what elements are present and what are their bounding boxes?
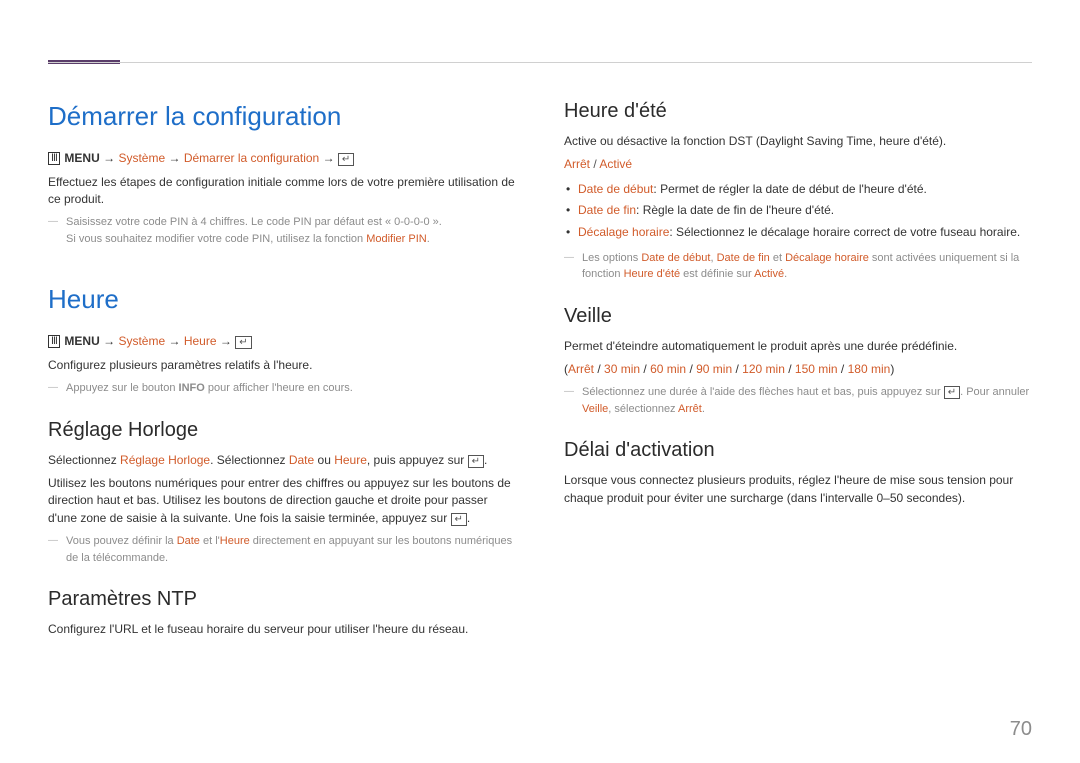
menu-icon: Ⅲ (48, 335, 60, 348)
enter-icon: ↵ (944, 386, 960, 399)
enter-icon: ↵ (338, 153, 354, 166)
footnote: Vous pouvez définir la Date et l'Heure d… (48, 533, 516, 566)
paragraph: Utilisez les boutons numériques pour ent… (48, 475, 516, 527)
footnote: Saisissez votre code PIN à 4 chiffres. L… (48, 214, 516, 247)
enter-icon: ↵ (235, 336, 251, 349)
list-item: Date de début: Permet de régler la date … (578, 180, 1032, 199)
paragraph: Configurez plusieurs paramètres relatifs… (48, 357, 516, 374)
breadcrumb: ⅢMENU → Système → Démarrer la configurat… (48, 151, 516, 166)
subsection-title: Réglage Horloge (48, 419, 516, 442)
two-column-layout: Démarrer la configuration ⅢMENU → Systèm… (48, 0, 1032, 645)
subsection-title: Paramètres NTP (48, 588, 516, 611)
bullet-list: Date de début: Permet de régler la date … (564, 180, 1032, 242)
manual-page: Démarrer la configuration ⅢMENU → Systèm… (0, 0, 1080, 763)
footnote: Appuyez sur le bouton INFO pour afficher… (48, 380, 516, 397)
right-column: Heure d'été Active ou désactive la fonct… (564, 100, 1032, 645)
paragraph: Lorsque vous connectez plusieurs produit… (564, 472, 1032, 507)
paragraph: Permet d'éteindre automatiquement le pro… (564, 338, 1032, 355)
subsection-title: Délai d'activation (564, 439, 1032, 462)
paragraph: Active ou désactive la fonction DST (Day… (564, 133, 1032, 150)
paragraph: Sélectionnez Réglage Horloge. Sélectionn… (48, 452, 516, 469)
header-rule (48, 62, 1032, 63)
menu-icon: Ⅲ (48, 152, 60, 165)
paragraph: Configurez l'URL et le fuseau horaire du… (48, 621, 516, 638)
enter-icon: ↵ (451, 513, 467, 526)
list-item: Décalage horaire: Sélectionnez le décala… (578, 223, 1032, 242)
paragraph: Effectuez les étapes de configuration in… (48, 174, 516, 209)
option-line: Arrêt / Activé (564, 156, 1032, 173)
page-number: 70 (1010, 718, 1032, 741)
option-line: (Arrêt / 30 min / 60 min / 90 min / 120 … (564, 361, 1032, 378)
left-column: Démarrer la configuration ⅢMENU → Systèm… (48, 100, 516, 645)
subsection-title: Heure d'été (564, 100, 1032, 123)
breadcrumb: ⅢMENU → Système → Heure → ↵ (48, 334, 516, 349)
section-title: Démarrer la configuration (48, 100, 516, 133)
footnote: Les options Date de début, Date de fin e… (564, 250, 1032, 283)
subsection-title: Veille (564, 305, 1032, 328)
list-item: Date de fin: Règle la date de fin de l'h… (578, 201, 1032, 220)
section-title: Heure (48, 283, 516, 316)
footnote: Sélectionnez une durée à l'aide des flèc… (564, 384, 1032, 417)
enter-icon: ↵ (468, 455, 484, 468)
